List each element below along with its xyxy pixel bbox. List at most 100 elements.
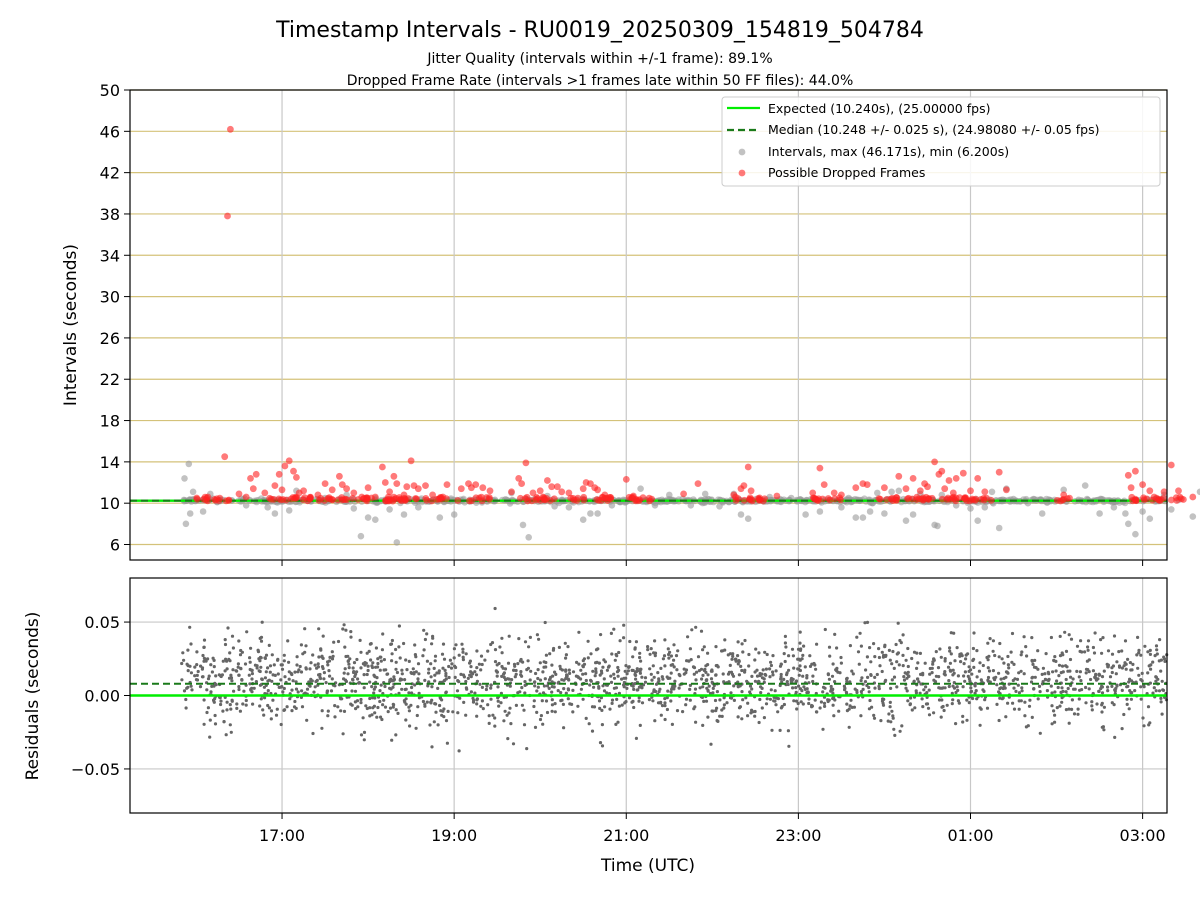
residual-point <box>479 704 483 708</box>
dropped-frame-point <box>916 487 924 495</box>
residual-point <box>568 671 572 676</box>
residual-point <box>1038 731 1042 735</box>
residual-point <box>1064 677 1068 682</box>
residual-point <box>943 657 947 661</box>
residual-point <box>1017 707 1021 711</box>
residual-point <box>628 639 632 644</box>
residual-point <box>587 722 591 726</box>
residual-point <box>1025 654 1029 658</box>
residual-point <box>581 672 585 676</box>
interval-point <box>852 514 860 521</box>
residual-point <box>1113 689 1117 693</box>
residual-point <box>414 655 418 659</box>
residual-point <box>906 699 910 703</box>
residual-point <box>867 690 871 694</box>
residual-point <box>1120 727 1124 731</box>
residual-point <box>702 699 706 704</box>
residual-point <box>322 677 326 681</box>
residual-point <box>480 662 484 667</box>
dropped-frame-point <box>754 495 762 502</box>
intervals-y-tick-label: 6 <box>110 536 120 555</box>
residual-point <box>376 665 380 669</box>
residual-point <box>890 662 894 666</box>
residual-point <box>927 713 932 717</box>
residual-point <box>1126 657 1130 662</box>
residual-point <box>1105 662 1109 666</box>
residual-point <box>623 669 627 673</box>
residual-point <box>362 686 366 690</box>
dropped-frame-point <box>478 493 485 501</box>
residual-point <box>509 722 513 726</box>
residual-point <box>352 661 357 665</box>
residual-point <box>1140 671 1144 676</box>
residual-point <box>270 653 274 657</box>
residual-point <box>326 714 330 718</box>
residual-point <box>634 677 638 681</box>
residual-point <box>959 660 963 664</box>
residual-point <box>888 658 892 662</box>
residual-point <box>603 660 608 664</box>
residual-point <box>955 685 959 689</box>
residual-point <box>274 713 279 717</box>
residual-point <box>1155 652 1159 656</box>
residual-point <box>736 654 740 658</box>
residual-point <box>502 671 506 675</box>
dropped-frame-point <box>281 462 289 470</box>
dropped-frame-point <box>328 486 336 494</box>
residual-point <box>1075 644 1080 648</box>
dropped-frame-point <box>518 480 525 487</box>
dropped-frame-point <box>315 497 323 504</box>
residual-point <box>293 699 297 704</box>
residual-point <box>321 634 325 638</box>
residual-point <box>343 678 348 682</box>
residual-point <box>600 723 605 727</box>
residual-point <box>635 667 639 671</box>
residual-point <box>887 648 892 653</box>
dropped-frame-point <box>343 485 350 493</box>
residual-point <box>305 718 309 722</box>
residual-point <box>475 679 479 684</box>
residual-point <box>906 670 910 674</box>
dropped-frame-point <box>740 496 748 504</box>
residual-point <box>486 703 490 707</box>
dropped-frame-point <box>945 477 953 484</box>
residual-point <box>848 644 853 648</box>
residual-point <box>416 662 421 666</box>
dropped-frame-point <box>1053 497 1061 504</box>
residual-point <box>709 677 714 681</box>
residual-point <box>866 675 870 680</box>
residual-point <box>593 674 597 678</box>
residual-point <box>1013 677 1017 681</box>
residual-point <box>1112 634 1117 638</box>
residual-point <box>845 677 849 681</box>
residual-point <box>533 725 538 730</box>
residual-point <box>748 690 752 694</box>
residual-point <box>523 680 527 684</box>
residual-point <box>410 691 414 695</box>
residual-point <box>757 720 761 725</box>
dropped-frame-point <box>324 495 332 502</box>
residual-point <box>798 630 802 634</box>
residual-point <box>1143 644 1147 648</box>
residual-point <box>294 680 298 684</box>
residual-point <box>906 674 911 678</box>
residual-point <box>299 670 304 674</box>
residual-point <box>213 722 218 726</box>
dropped-frame-point <box>287 495 295 503</box>
interval-point <box>242 502 250 509</box>
residual-point <box>394 667 398 671</box>
residual-point <box>544 653 549 657</box>
residual-point <box>670 722 675 727</box>
residual-point <box>706 715 710 719</box>
residual-point <box>394 660 398 664</box>
residual-point <box>490 641 495 645</box>
residual-point <box>541 722 545 726</box>
residual-point <box>383 684 387 689</box>
residual-point <box>703 667 707 672</box>
residual-point <box>285 705 289 709</box>
residuals-y-ticks: 0.050.00−0.05 <box>71 613 130 779</box>
residual-point <box>872 716 877 720</box>
residual-point <box>400 687 404 691</box>
residual-point <box>1148 681 1152 685</box>
residual-point <box>380 717 384 722</box>
